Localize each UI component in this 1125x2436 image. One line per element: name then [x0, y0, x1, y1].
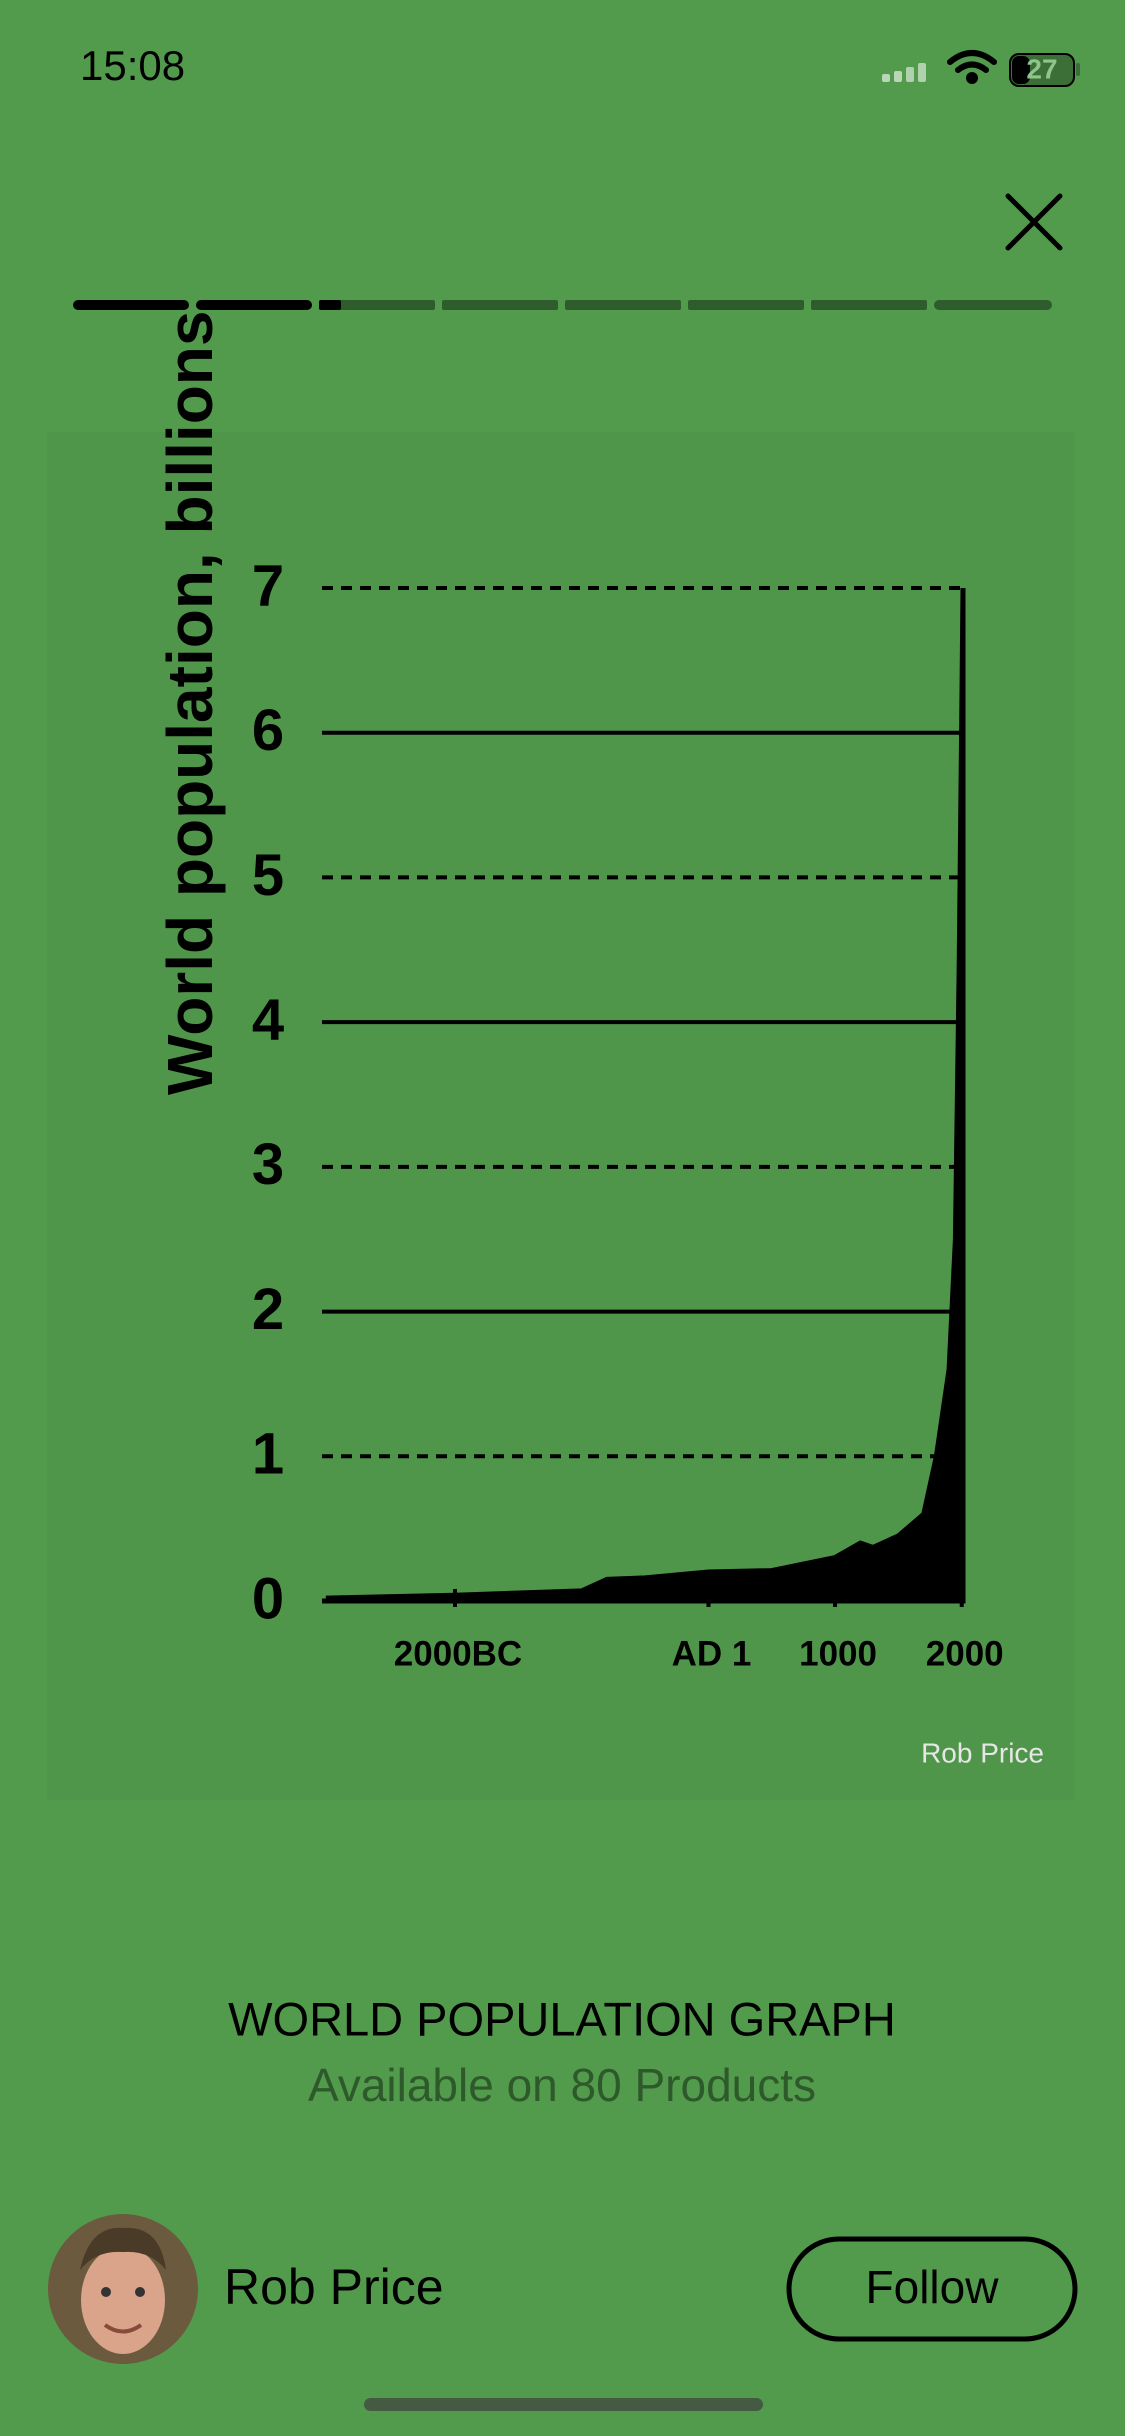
y-tick-label: 7	[252, 553, 284, 618]
close-button[interactable]	[1005, 193, 1063, 251]
y-tick-label: 6	[252, 698, 284, 763]
y-tick-label: 4	[252, 987, 284, 1052]
y-tick-label: 3	[252, 1132, 284, 1197]
follow-label[interactable]: Follow	[866, 2261, 1000, 2313]
y-tick-label: 2	[252, 1277, 284, 1342]
product-subtitle[interactable]: Available on 80 Products	[308, 2059, 816, 2111]
x-tick-label: AD 1	[672, 1634, 752, 1673]
chart: 0 1 2 3 4 5 6 7 World population, billions 2000BC…	[154, 311, 1004, 1674]
population-area	[325, 587, 966, 1604]
home-indicator	[364, 2398, 763, 2411]
follow-button[interactable]: Follow	[786, 2236, 1078, 2342]
status-time: 15:08	[80, 42, 185, 89]
artist-avatar[interactable]	[48, 2214, 198, 2364]
y-axis-label: World population, billions	[154, 311, 226, 1096]
y-tick-label: 5	[252, 843, 284, 908]
battery-icon: 27	[1009, 53, 1080, 87]
wifi-icon	[947, 50, 997, 84]
y-tick-label: 1	[252, 1422, 284, 1487]
story-progress	[73, 300, 1052, 310]
product-title: WORLD POPULATION GRAPH	[228, 1992, 896, 2045]
x-tick-label: 1000	[799, 1634, 877, 1673]
x-tick-label: 2000	[926, 1634, 1004, 1673]
x-tick-label: 2000BC	[394, 1634, 522, 1673]
signal-icon	[882, 63, 926, 82]
y-tick-label: 0	[252, 1566, 284, 1631]
artist-name[interactable]: Rob Price	[224, 2259, 444, 2315]
artwork-credit: Rob Price	[921, 1737, 1044, 1768]
battery-level: 27	[1026, 53, 1057, 84]
